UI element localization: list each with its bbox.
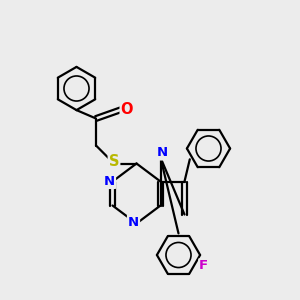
Text: F: F [199, 259, 208, 272]
Text: N: N [128, 215, 139, 229]
Text: N: N [156, 146, 168, 160]
Text: S: S [109, 154, 119, 169]
Text: N: N [104, 175, 115, 188]
Text: O: O [121, 102, 133, 117]
